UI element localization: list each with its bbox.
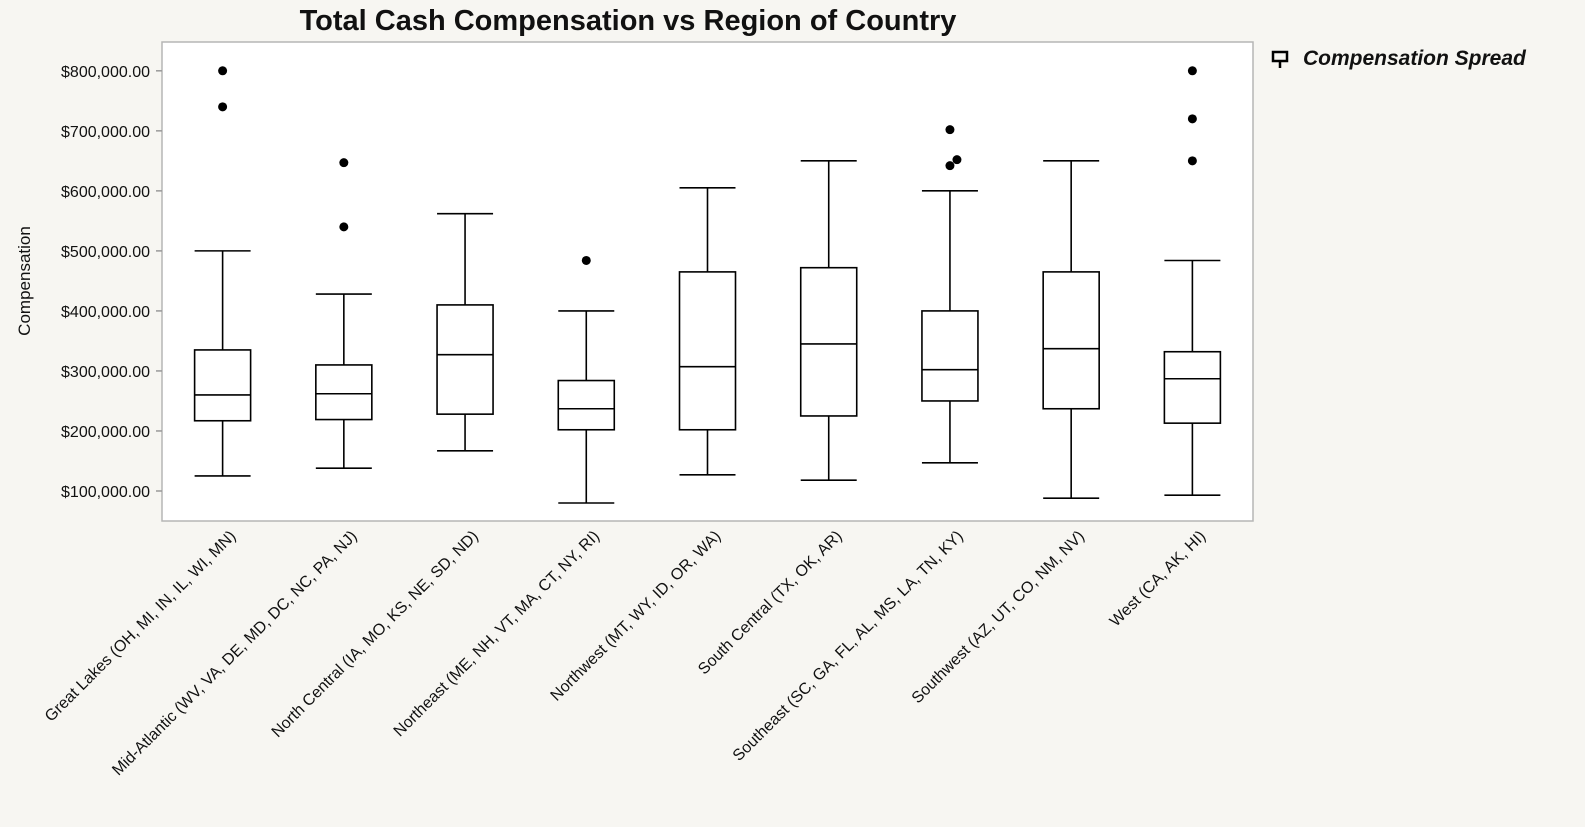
y-tick-label: $200,000.00	[61, 424, 150, 441]
outlier	[945, 161, 955, 171]
box	[436, 304, 494, 415]
x-tick-label: Mid-Atlantic (WV, VA, DE, MD, DC, NC, PA…	[109, 528, 360, 779]
y-axis-label: Compensation	[15, 226, 34, 336]
legend-label: Compensation Spread	[1303, 47, 1527, 70]
x-tick-label: North Central (IA, MO, KS, NE, SD, ND)	[269, 528, 482, 741]
outlier	[339, 222, 349, 232]
x-tick-label: Great Lakes (OH, MI, IN, IL, WI, MN)	[42, 528, 239, 725]
x-tick-label: Southeast (SC, GA, FL, AL, MS, LA, TN, K…	[730, 528, 967, 765]
outlier	[581, 255, 591, 265]
outlier	[1187, 156, 1197, 166]
box	[1042, 271, 1100, 410]
box	[193, 349, 252, 422]
box	[799, 266, 858, 417]
outlier	[1187, 66, 1197, 76]
box	[315, 364, 373, 421]
outlier	[339, 158, 349, 168]
box	[557, 379, 616, 431]
x-tick-label: South Central (TX, OK, AR)	[695, 528, 845, 678]
legend-icon	[1271, 50, 1289, 63]
box	[678, 271, 737, 431]
y-tick-label: $500,000.00	[61, 244, 150, 261]
box	[1163, 350, 1222, 424]
y-tick-label: $300,000.00	[61, 364, 150, 381]
y-tick-label: $800,000.00	[61, 64, 150, 81]
y-tick-label: $600,000.00	[61, 184, 150, 201]
y-tick-label: $700,000.00	[61, 124, 150, 141]
y-tick-label: $400,000.00	[61, 304, 150, 321]
outlier	[1187, 114, 1197, 124]
outlier	[218, 66, 228, 76]
outlier	[952, 155, 962, 165]
y-tick-label: $100,000.00	[61, 484, 150, 501]
chart-title: Total Cash Compensation vs Region of Cou…	[300, 5, 957, 37]
outlier	[218, 102, 228, 112]
legend: Compensation Spread	[1271, 47, 1527, 70]
x-tick-label: West (CA, AK, HI)	[1107, 528, 1209, 630]
box	[921, 310, 979, 402]
outlier	[945, 125, 955, 135]
x-tick-label: Northeast (ME, NH, VT, MA, CT, NY, RI)	[391, 528, 603, 740]
